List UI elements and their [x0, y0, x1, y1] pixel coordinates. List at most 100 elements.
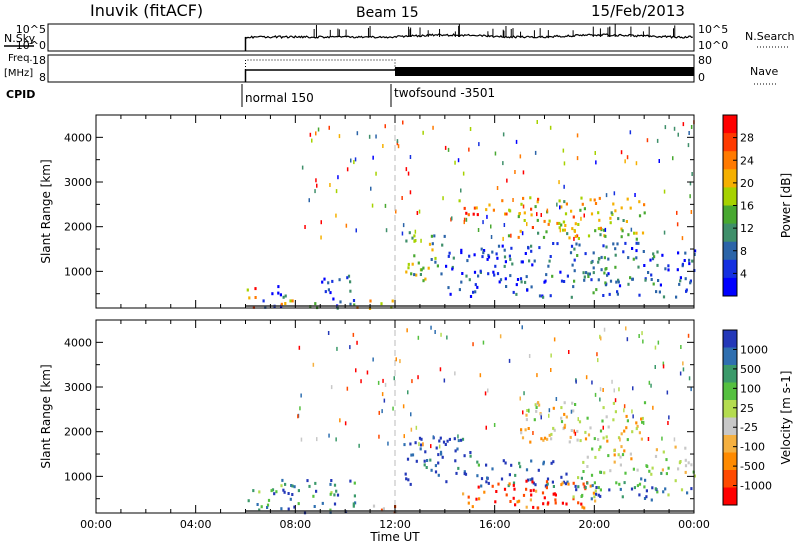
heatmap-cell: [346, 386, 349, 391]
heatmap-cell: [530, 285, 533, 289]
velocity-panel: 1000 2000 3000 4000 00:00 04:00 08:00 12:00 16:0…: [39, 319, 710, 544]
heatmap-cell: [498, 280, 501, 284]
heatmap-cell: [513, 487, 516, 491]
heatmap-cell: [329, 508, 332, 512]
heatmap-cell: [667, 268, 670, 272]
heatmap-cell: [461, 272, 464, 275]
heatmap-cell: [530, 459, 533, 463]
heatmap-cell: [495, 252, 498, 256]
heatmap-cell: [594, 489, 597, 493]
heatmap-cell: [407, 478, 410, 482]
heatmap-cell: [623, 408, 625, 413]
heatmap-cell: [414, 229, 417, 234]
heatmap-cell: [607, 257, 610, 261]
heatmap-cell: [491, 250, 494, 254]
heatmap-cell: [552, 492, 555, 496]
heatmap-cell: [637, 241, 640, 245]
heatmap-cell: [271, 292, 274, 296]
heatmap-cell: [320, 220, 322, 225]
heatmap-cell: [457, 158, 460, 163]
heatmap-cell: [573, 247, 576, 251]
heatmap-cell: [535, 406, 538, 409]
heatmap-cell: [547, 222, 550, 226]
heatmap-cell: [674, 445, 677, 449]
y-tick-label: 1000: [64, 265, 92, 278]
heatmap-cell: [687, 143, 690, 148]
y-tick-label: 3000: [64, 176, 92, 189]
heatmap-cell: [656, 138, 659, 143]
heatmap-cell: [531, 226, 534, 229]
heatmap-cell: [523, 391, 525, 396]
heatmap-cell: [492, 208, 495, 212]
y-tick-label: 4000: [64, 131, 92, 144]
heatmap-cell: [478, 497, 481, 501]
heatmap-cell: [293, 485, 296, 489]
heatmap-cell: [550, 432, 553, 436]
heatmap-cell: [574, 222, 577, 226]
heatmap-cell: [287, 492, 290, 495]
heatmap-cell: [506, 178, 508, 183]
heatmap-cell: [422, 442, 424, 447]
heatmap-cell: [593, 437, 596, 441]
heatmap-cell: [550, 461, 553, 465]
heatmap-cell: [431, 248, 434, 252]
heatmap-cell: [592, 251, 595, 255]
heatmap-cell: [583, 506, 586, 510]
heatmap-cell: [336, 346, 338, 351]
heatmap-cell: [528, 408, 530, 413]
nave-tick-bottom: 0: [698, 71, 705, 84]
heatmap-cell: [518, 461, 521, 465]
heatmap-cell: [688, 258, 691, 262]
heatmap-cell: [301, 165, 304, 170]
heatmap-cell: [447, 147, 450, 152]
heatmap-cell: [525, 413, 528, 417]
heatmap-cell: [504, 212, 507, 216]
heatmap-cell: [437, 473, 440, 477]
station-title: Inuvik (fitACF): [90, 1, 203, 20]
heatmap-cell: [418, 436, 422, 440]
heatmap-cell: [566, 480, 569, 484]
heatmap-cell: [588, 272, 591, 276]
heatmap-cell: [691, 259, 694, 263]
heatmap-cell: [583, 213, 585, 218]
colorbar-swatch: [723, 452, 737, 471]
heatmap-cell: [603, 471, 606, 475]
heatmap-cell: [627, 282, 630, 286]
heatmap-cell: [445, 264, 448, 268]
colorbar-tick-label: 20: [740, 177, 754, 190]
heatmap-cell: [440, 452, 443, 456]
heatmap-cell: [442, 440, 446, 444]
colorbar-swatch: [723, 470, 737, 488]
heatmap-cell: [399, 359, 401, 364]
heatmap-cell: [420, 268, 423, 272]
heatmap-cell: [284, 482, 287, 486]
heatmap-cell: [580, 216, 582, 221]
heatmap-cell: [460, 248, 463, 252]
heatmap-cell: [427, 266, 430, 270]
heatmap-cell: [508, 473, 511, 477]
heatmap-cell: [591, 447, 594, 451]
heatmap-cell: [463, 470, 466, 474]
heatmap-cell: [591, 484, 594, 488]
heatmap-cell: [534, 205, 537, 209]
heatmap-cell: [570, 295, 573, 299]
heatmap-cells: [246, 120, 697, 310]
heatmap-cell: [653, 255, 656, 259]
heatmap-cell: [430, 234, 433, 238]
heatmap-cell: [508, 482, 511, 486]
heatmap-cell: [439, 436, 442, 440]
heatmap-cell: [597, 438, 600, 441]
heatmap-cell: [559, 205, 561, 210]
heatmap-cell: [561, 501, 564, 505]
heatmap-cell: [509, 500, 512, 503]
heatmap-cell: [465, 217, 468, 222]
heatmap-cell: [622, 219, 625, 222]
freq-dense-band: [395, 67, 694, 76]
heatmap-cell: [679, 460, 682, 463]
heatmap-cell: [613, 449, 616, 453]
heatmap-cell: [487, 481, 490, 485]
heatmap-cell: [642, 420, 645, 425]
heatmap-cell: [541, 491, 545, 495]
heatmap-cell: [530, 213, 533, 217]
heatmap-cell: [613, 388, 615, 393]
